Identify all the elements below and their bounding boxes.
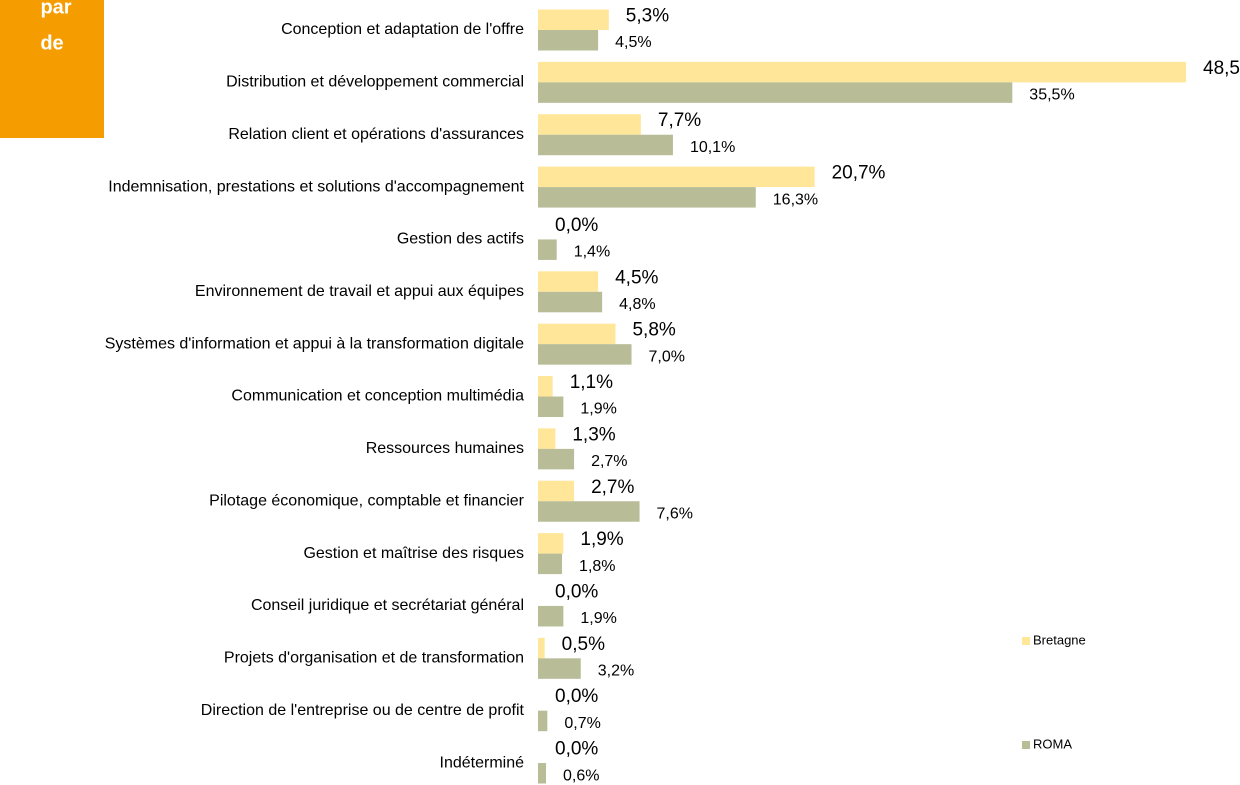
value-label: 0,0%	[555, 215, 598, 236]
bar	[538, 271, 599, 292]
bar	[538, 396, 564, 418]
category-label: Conseil juridique et secrétariat général	[251, 597, 524, 614]
bar	[538, 114, 641, 135]
category-label: Gestion et maîtrise des risques	[303, 545, 524, 562]
bar	[538, 710, 548, 732]
category-label: Indemnisation, prestations et solutions …	[108, 178, 524, 195]
value-label: 4,5%	[615, 267, 658, 288]
legend-swatch	[1022, 637, 1030, 645]
value-label: 0,0%	[555, 581, 598, 602]
value-label: 1,3%	[572, 424, 615, 445]
category-label: Relation client et opérations d'assuranc…	[228, 126, 524, 143]
bar	[538, 605, 564, 627]
value-label: 16,3%	[773, 191, 818, 208]
value-label: 0,0%	[555, 739, 598, 760]
bar	[538, 134, 673, 156]
header-text: par	[40, 0, 71, 18]
bar	[538, 61, 1186, 83]
bar	[538, 448, 575, 470]
value-label: 0,6%	[563, 767, 599, 784]
bar	[538, 553, 563, 575]
category-label: Projets d'organisation et de transformat…	[224, 650, 524, 667]
value-label: 4,5%	[615, 34, 651, 51]
bar	[538, 82, 1013, 103]
bar	[538, 30, 599, 51]
value-label: 5,8%	[632, 320, 675, 341]
category-label: Environnement de travail et appui aux éq…	[195, 283, 524, 300]
value-label: 1,4%	[574, 244, 610, 261]
bar	[538, 166, 815, 188]
value-label: 0,7%	[564, 715, 600, 732]
value-label: 48,5%	[1203, 58, 1240, 79]
value-label: 1,1%	[570, 372, 613, 393]
bar	[538, 658, 581, 679]
category-label: Conception et adaptation de l'offre	[281, 21, 524, 38]
bar	[538, 428, 556, 449]
value-label: 7,7%	[658, 110, 701, 131]
legend-label: Bretagne	[1033, 632, 1086, 647]
bar	[538, 763, 547, 784]
header-text: de	[40, 32, 63, 54]
value-label: 0,5%	[562, 634, 605, 655]
category-label: Ressources humaines	[366, 440, 524, 457]
legend-label: ROMA	[1033, 736, 1072, 751]
value-label: 2,7%	[591, 453, 627, 470]
bar	[538, 533, 564, 554]
bar	[538, 187, 756, 208]
value-label: 1,9%	[580, 529, 623, 550]
bar	[538, 323, 616, 345]
value-label: 20,7%	[832, 163, 886, 184]
bar	[538, 376, 553, 397]
bar	[538, 291, 603, 313]
value-label: 5,3%	[626, 6, 669, 27]
category-label: Pilotage économique, comptable et financ…	[209, 492, 525, 509]
bar	[538, 501, 640, 522]
value-label: 1,9%	[580, 610, 616, 627]
value-label: 7,6%	[657, 505, 693, 522]
legend-swatch	[1022, 741, 1030, 749]
category-label: Gestion des actifs	[397, 231, 524, 248]
bar	[538, 344, 632, 365]
value-label: 7,0%	[649, 348, 685, 365]
bar	[538, 637, 545, 659]
value-label: 0,0%	[555, 686, 598, 707]
value-label: 3,2%	[598, 663, 634, 680]
value-label: 10,1%	[690, 139, 735, 156]
bar	[538, 9, 609, 30]
value-label: 4,8%	[619, 296, 655, 313]
value-label: 35,5%	[1029, 87, 1074, 104]
bar	[538, 239, 557, 260]
header-box	[0, 0, 104, 138]
category-label: Direction de l'entreprise ou de centre d…	[201, 702, 525, 719]
value-label: 1,8%	[579, 558, 615, 575]
category-label: Communication et conception multimédia	[231, 388, 524, 405]
category-label: Systèmes d'information et appui à la tra…	[105, 335, 524, 352]
bar	[538, 480, 575, 502]
category-label: Distribution et développement commercial	[226, 74, 524, 91]
category-label: Indéterminé	[440, 754, 525, 771]
value-label: 2,7%	[591, 477, 634, 498]
value-label: 1,9%	[580, 401, 616, 418]
